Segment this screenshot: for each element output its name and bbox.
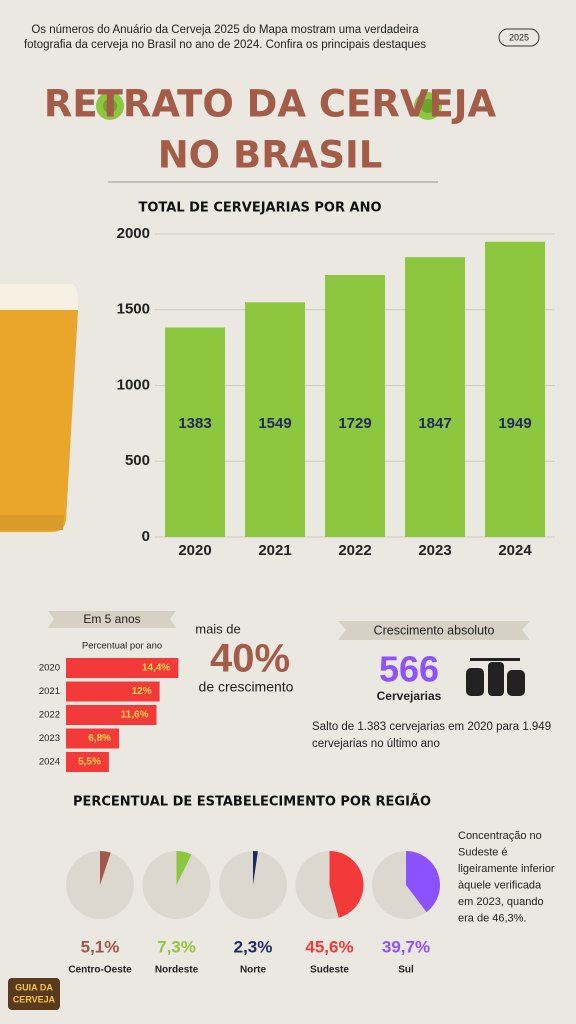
side-note: Concentração no — [458, 830, 542, 842]
side-note: ligeiramente inferior — [458, 863, 555, 875]
hop-right — [414, 92, 442, 120]
pie-slice — [176, 851, 192, 885]
x-tick-label: 2022 — [338, 542, 371, 559]
y-tick-label: 2023 — [39, 733, 60, 744]
category-label: Centro-Oeste — [68, 965, 132, 976]
logo-text: GUIA DA — [15, 982, 53, 992]
growth-prefix: mais de — [195, 621, 241, 636]
chart-title: TOTAL DE CERVEJARIAS POR ANO — [138, 201, 381, 216]
hop-left — [96, 92, 124, 120]
category-label: Norte — [240, 965, 267, 976]
ribbon-text: Em 5 anos — [83, 612, 140, 626]
category-label: Sudeste — [310, 965, 349, 976]
y-tick-label: 0 — [142, 528, 150, 545]
pie-slice — [253, 851, 258, 885]
value-label: 6,8% — [88, 733, 111, 744]
title: NO BRASIL — [158, 134, 383, 177]
badge — [498, 28, 540, 47]
bar — [66, 728, 120, 749]
value-label: 1729 — [338, 415, 371, 432]
value-label: 12% — [132, 686, 152, 697]
x-tick-label: 2021 — [258, 542, 291, 559]
ribbon — [338, 621, 530, 640]
absolute-note: Salto de 1.383 cervejarias em 2020 para … — [312, 721, 551, 733]
badge-text: 2025 — [509, 32, 529, 42]
value-label: 1383 — [178, 415, 211, 432]
y-tick-label: 1000 — [117, 376, 150, 393]
pie-slice — [100, 851, 111, 885]
y-tick-label: 2000 — [117, 225, 150, 242]
absolute-value: 566 — [379, 649, 439, 690]
side-note: era de 46,3%. — [458, 912, 527, 924]
x-tick-label: 2020 — [178, 542, 211, 559]
side-note: àquele verificada — [458, 879, 542, 891]
bar — [66, 705, 157, 725]
absolute-title: Crescimento absoluto — [374, 623, 495, 637]
intro: Os números do Anuário da Cerveja 2025 do… — [31, 24, 419, 36]
bar — [66, 658, 179, 678]
logo-text: CERVEJA — [13, 994, 56, 1004]
side-note: em 2023, quando — [458, 896, 544, 908]
pie-slice — [406, 851, 441, 913]
absolute-unit: Cervejarias — [377, 689, 442, 703]
bar — [66, 681, 160, 702]
bar — [66, 752, 109, 772]
side-note: Sudeste é — [458, 846, 508, 858]
pie-slice — [329, 851, 364, 918]
x-tick-label: 2024 — [498, 542, 532, 559]
bar — [325, 275, 385, 537]
y-tick-label: 2021 — [39, 686, 60, 697]
value-label: 7,3% — [157, 937, 196, 956]
growth-suffix: de crescimento — [199, 679, 294, 695]
bar — [485, 241, 545, 537]
brewery-icon — [466, 658, 525, 696]
y-tick-label: 1500 — [117, 301, 150, 318]
value-label: 14,4% — [142, 663, 170, 674]
value-label: 2,3% — [234, 937, 273, 956]
title: RETRATO DA CERVEJA — [44, 83, 497, 126]
x-tick-label: 2023 — [418, 542, 451, 559]
value-label: 1949 — [498, 415, 531, 432]
y-tick-label: 500 — [125, 452, 150, 469]
beer-glass — [0, 284, 79, 532]
bar — [405, 257, 465, 537]
chart-title: PERCENTUAL DE ESTABELECIMENTO POR REGIÃO — [73, 794, 431, 810]
y-tick-label: 2022 — [39, 710, 60, 721]
value-label: 39,7% — [382, 937, 430, 956]
y-tick-label: 2024 — [39, 757, 60, 768]
value-label: 11,6% — [121, 710, 149, 721]
category-label: Sul — [398, 965, 414, 976]
chart-title: Percentual por ano — [82, 641, 162, 652]
y-tick-label: 2020 — [39, 663, 60, 674]
value-label: 45,6% — [305, 937, 353, 956]
value-label: 5,1% — [81, 937, 120, 956]
category-label: Nordeste — [155, 965, 199, 976]
value-label: 1549 — [258, 415, 291, 432]
logo: GUIA DA CERVEJA — [8, 978, 60, 1010]
intro: fotografia da cerveja no Brasil no ano d… — [24, 39, 426, 51]
value-label: 5,5% — [78, 757, 101, 768]
bar — [165, 327, 225, 537]
absolute-note: cervejarias no último ano — [312, 738, 440, 750]
ribbon — [48, 611, 176, 628]
growth-value: 40% — [210, 637, 290, 681]
bar — [245, 302, 305, 537]
value-label: 1847 — [418, 415, 451, 432]
